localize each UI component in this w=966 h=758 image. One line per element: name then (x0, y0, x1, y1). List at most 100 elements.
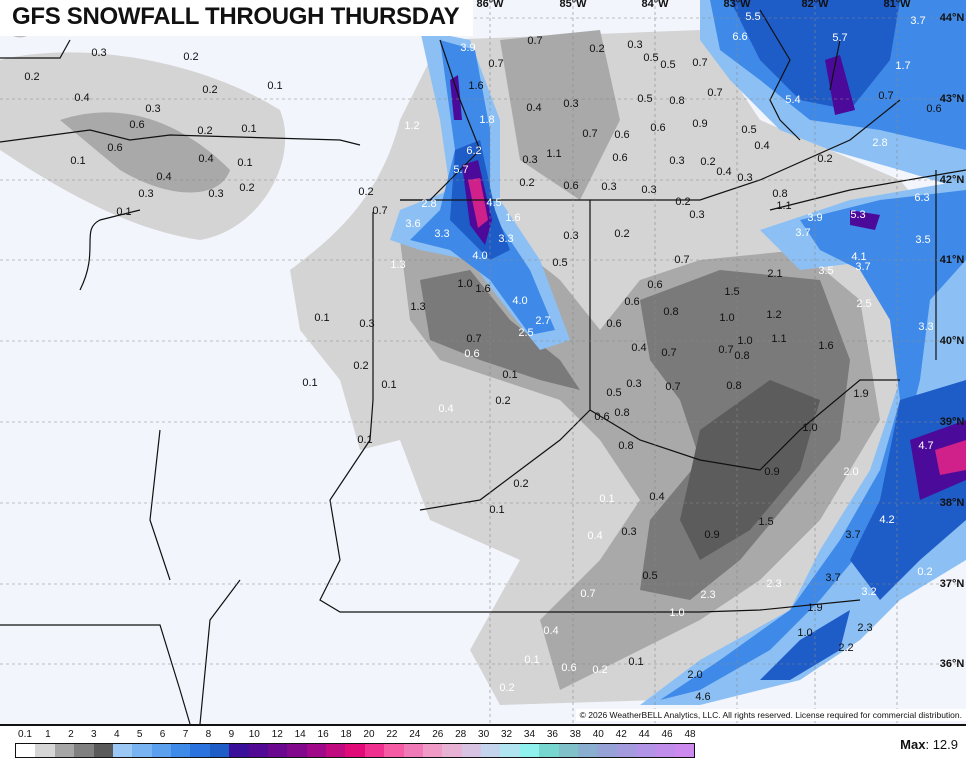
legend-swatch (74, 744, 94, 757)
legend-swatch (461, 744, 481, 757)
snowfall-value: 0.6 (650, 122, 666, 134)
snowfall-value: 0.1 (628, 656, 644, 668)
legend-label: 14 (294, 729, 306, 740)
snowfall-value: 1.3 (390, 259, 406, 271)
snowfall-value: 0.4 (198, 153, 214, 165)
snowfall-value: 1.0 (719, 312, 735, 324)
snowfall-value: 0.1 (489, 504, 505, 516)
legend-swatch (267, 744, 288, 757)
legend-label: 9 (228, 729, 235, 740)
legend-swatch (500, 744, 520, 757)
snowfall-value: 0.2 (495, 395, 511, 407)
snowfall-value: 0.3 (641, 184, 657, 196)
snowfall-value: 1.1 (771, 333, 787, 345)
latitude-label: 44°N (939, 12, 965, 24)
legend-swatch (539, 744, 559, 757)
snowfall-value: 0.5 (637, 93, 653, 105)
legend-labels: 0.1 1 2 3 4 5 6 7 8 9 10 12 14 16 18 20 22 24 26 28 30 32 34 36… (0, 729, 700, 741)
snowfall-value: 0.6 (606, 318, 622, 330)
legend-label: 1 (45, 729, 51, 740)
snowfall-value: 0.1 (116, 206, 132, 218)
latitude-label: 36°N (939, 658, 965, 670)
snowfall-value: 0.6 (107, 142, 123, 154)
legend-label: 46 (661, 729, 673, 740)
snowfall-value: 0.1 (524, 654, 540, 666)
snowfall-value: 0.1 (502, 369, 518, 381)
snowfall-value: 2.8 (872, 137, 888, 149)
snowfall-value: 0.6 (647, 279, 663, 291)
snowfall-value: 0.8 (669, 95, 685, 107)
legend-swatch (326, 744, 346, 757)
legend-label: 6 (159, 729, 166, 740)
legend-label: 44 (638, 729, 650, 740)
snowfall-value: 0.1 (302, 377, 318, 389)
snowfall-value: 0.1 (314, 312, 330, 324)
max-label: Max (900, 737, 926, 752)
legend-label: 20 (363, 729, 375, 740)
legend-swatch (519, 744, 540, 757)
snowfall-value: 0.7 (488, 58, 504, 70)
snowfall-value: 3.7 (795, 227, 811, 239)
snowfall-value: 0.7 (665, 381, 681, 393)
snowfall-value: 6.3 (914, 192, 930, 204)
snowfall-value: 0.5 (552, 257, 568, 269)
snowfall-value: 0.4 (156, 171, 172, 183)
snowfall-value: 0.2 (202, 84, 218, 96)
legend-label: 0.1 (18, 729, 32, 740)
snowfall-value: 0.6 (561, 662, 577, 674)
snowfall-value: 3.7 (855, 261, 871, 273)
legend-swatch (422, 744, 443, 757)
legend-label: 48 (684, 729, 696, 740)
legend-swatch (209, 744, 230, 757)
snowfall-value: 0.8 (734, 350, 750, 362)
snowfall-value: 2.1 (767, 268, 783, 280)
snowfall-value: 0.2 (24, 71, 40, 83)
snowfall-value: 0.3 (669, 155, 685, 167)
legend-label: 12 (271, 729, 283, 740)
legend-label: 10 (248, 729, 260, 740)
legend-label: 42 (615, 729, 627, 740)
snowfall-value: 0.9 (764, 466, 780, 478)
latitude-label: 42°N (939, 174, 965, 186)
legend: 0.1 1 2 3 4 5 6 7 8 9 10 12 14 16 18 20 22 24 26 28 30 32 34 36… (0, 724, 966, 758)
snowfall-value: 3.3 (918, 321, 934, 333)
legend-label: 26 (432, 729, 444, 740)
legend-label: 4 (113, 729, 120, 740)
snowfall-value: 0.1 (381, 379, 397, 391)
snowfall-value: 3.7 (910, 15, 926, 27)
snowfall-value: 0.6 (926, 103, 942, 115)
snowfall-value: 0.9 (692, 118, 708, 130)
snowfall-value: 0.3 (689, 209, 705, 221)
snowfall-value: 0.6 (563, 180, 579, 192)
darker-gray-area (680, 380, 820, 560)
snowfall-value: 0.8 (618, 440, 634, 452)
magenta-area (468, 178, 966, 475)
snowfall-value: 3.3 (498, 233, 514, 245)
snowfall-value: 1.5 (758, 516, 774, 528)
legend-swatch (558, 744, 578, 757)
legend-label: 16 (317, 729, 329, 740)
snowfall-value: 3.5 (915, 234, 931, 246)
snowfall-value: 0.2 (592, 664, 608, 676)
snowfall-value: 0.6 (129, 119, 145, 131)
legend-swatch (442, 744, 462, 757)
snowfall-value: 1.2 (766, 309, 782, 321)
legend-swatch (306, 744, 326, 757)
snowfall-value: 3.9 (460, 42, 476, 54)
snowfall-value: 0.3 (601, 181, 617, 193)
legend-swatch (481, 744, 501, 757)
snowfall-value: 0.9 (704, 529, 720, 541)
snowfall-value: 0.7 (372, 205, 388, 217)
snowfall-value: 0.4 (543, 625, 559, 637)
snowfall-value: 2.8 (421, 198, 437, 210)
snowfall-value: 0.1 (267, 80, 283, 92)
snowfall-value: 0.7 (718, 344, 734, 356)
snowfall-value: 4.7 (918, 440, 934, 452)
latitude-label: 39°N (939, 416, 965, 428)
snowfall-value: 1.6 (475, 283, 491, 295)
snowfall-value: 1.0 (797, 627, 813, 639)
snowfall-value: 3.9 (807, 212, 823, 224)
snowfall-value: 0.3 (621, 526, 637, 538)
snowfall-value: 0.7 (661, 347, 677, 359)
snowfall-value: 0.2 (817, 153, 833, 165)
